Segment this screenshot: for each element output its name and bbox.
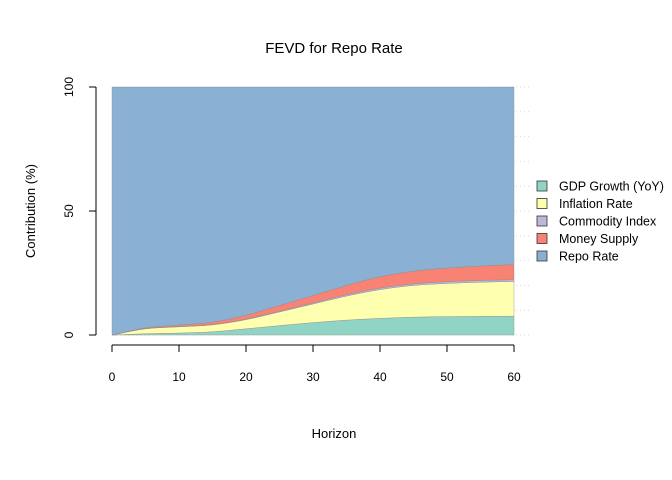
legend-swatch-repo-rate [536, 250, 548, 262]
x-tick-label: 60 [507, 370, 521, 384]
x-axis: 0 10 20 30 40 50 60 [109, 344, 521, 384]
legend-swatch-inflation-rate [536, 198, 548, 209]
x-tick-label: 0 [109, 370, 116, 384]
x-tick-label: 20 [239, 370, 253, 384]
stacked-areas [111, 86, 515, 336]
x-tick-label: 40 [373, 370, 387, 384]
y-tick-label: 50 [62, 204, 76, 218]
legend-label-commodity-index: Commodity Index [559, 215, 657, 229]
y-tick-label: 0 [62, 331, 76, 338]
legend-label-inflation-rate: Inflation Rate [559, 197, 633, 211]
legend-label-repo-rate: Repo Rate [559, 250, 619, 264]
chart-title: FEVD for Repo Rate [265, 40, 403, 57]
x-tick-label: 50 [440, 370, 454, 384]
legend-swatch-gdp-growth-yoy [536, 180, 548, 192]
legend-swatch-money-supply [536, 233, 548, 244]
y-axis-label: Contribution (%) [23, 164, 38, 258]
legend-swatch-commodity-index [536, 215, 548, 227]
legend: GDP Growth (YoY) Inflation Rate Commodity … [536, 180, 664, 264]
x-axis-label: Horizon [312, 426, 357, 441]
x-tick-label: 10 [172, 370, 186, 384]
x-tick-label: 30 [306, 370, 320, 384]
area-repo-rate [111, 86, 515, 336]
y-tick-label: 100 [62, 77, 76, 97]
legend-label-money-supply: Money Supply [559, 232, 639, 246]
y-axis: 0 50 100 [62, 77, 97, 338]
legend-label-gdp-growth-yoy: GDP Growth (YoY) [559, 180, 664, 194]
